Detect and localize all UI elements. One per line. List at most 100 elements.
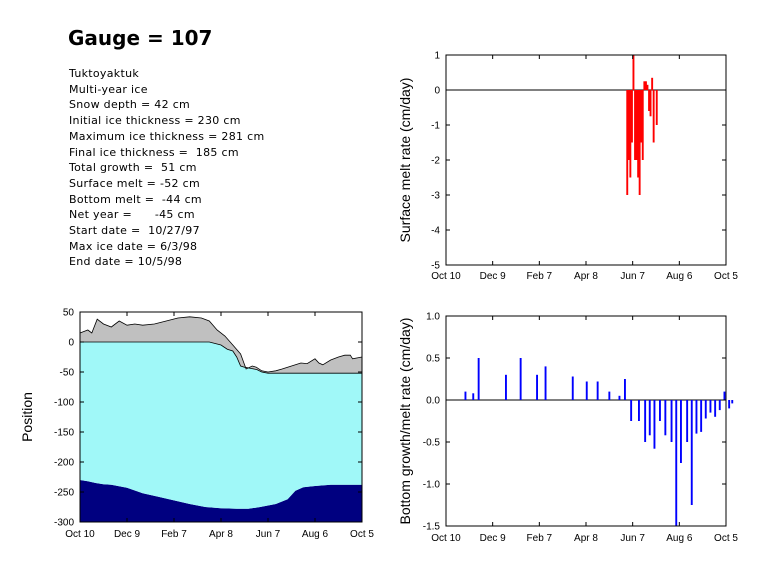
info-panel: Tuktoyaktuk Multi-year ice Snow depth = 42… bbox=[69, 66, 265, 270]
info-line: Max ice date = 6/3/98 bbox=[69, 239, 198, 253]
x-tick-label: Jun 7 bbox=[256, 529, 281, 540]
x-tick-label: Dec 9 bbox=[480, 271, 507, 282]
bar bbox=[664, 400, 667, 436]
bar bbox=[641, 90, 644, 160]
x-tick-label: Dec 9 bbox=[114, 529, 141, 540]
x-tick-label: Dec 9 bbox=[480, 533, 507, 544]
x-tick-label: Apr 8 bbox=[574, 271, 598, 282]
x-tick-label: Oct 10 bbox=[65, 529, 95, 540]
bar bbox=[646, 84, 649, 91]
bar bbox=[649, 90, 652, 117]
y-axis-label: Surface melt rate (cm/day) bbox=[397, 78, 413, 243]
x-tick-label: Feb 7 bbox=[527, 271, 553, 282]
x-tick-label: Feb 7 bbox=[161, 529, 187, 540]
y-tick-label: 1.0 bbox=[426, 312, 440, 323]
bar bbox=[723, 391, 726, 400]
bar bbox=[472, 393, 475, 400]
y-tick-label: -300 bbox=[54, 518, 74, 529]
bar bbox=[728, 400, 731, 409]
bar bbox=[655, 90, 658, 125]
info-line: Initial ice thickness = 230 cm bbox=[69, 114, 241, 128]
x-tick-label: Oct 5 bbox=[350, 529, 374, 540]
x-tick-label: Oct 5 bbox=[714, 533, 738, 544]
bar bbox=[718, 400, 721, 411]
x-tick-label: Aug 6 bbox=[666, 271, 693, 282]
bar bbox=[627, 90, 630, 160]
bar bbox=[640, 90, 643, 143]
y-tick-label: -250 bbox=[54, 488, 74, 499]
bar bbox=[631, 90, 633, 143]
y-tick-label: -1 bbox=[431, 121, 440, 132]
x-tick-label: Oct 10 bbox=[431, 271, 461, 282]
bar bbox=[686, 400, 689, 442]
bar bbox=[596, 381, 599, 400]
bar bbox=[704, 400, 707, 419]
bar bbox=[544, 366, 547, 400]
info-line: Surface melt = -52 cm bbox=[69, 176, 200, 190]
y-tick-label: -2 bbox=[431, 156, 440, 167]
bar bbox=[653, 400, 656, 449]
bar bbox=[680, 400, 682, 463]
info-line: Maximum ice thickness = 281 cm bbox=[69, 129, 265, 143]
x-tick-label: Feb 7 bbox=[527, 533, 553, 544]
bar bbox=[626, 90, 629, 195]
bar bbox=[635, 90, 638, 160]
x-tick-label: Jun 7 bbox=[620, 533, 645, 544]
snow-line bbox=[79, 316, 363, 373]
x-tick-label: Apr 8 bbox=[209, 529, 233, 540]
ice-area bbox=[80, 342, 362, 509]
bar bbox=[638, 400, 640, 421]
bar bbox=[519, 358, 522, 400]
bar bbox=[571, 376, 574, 400]
y-tick-label: 0 bbox=[68, 338, 74, 349]
bar bbox=[645, 81, 647, 91]
bar bbox=[634, 90, 636, 160]
y-tick-label: -150 bbox=[54, 428, 74, 439]
info-line: Final ice thickness = 185 cm bbox=[69, 145, 239, 159]
bar bbox=[709, 400, 712, 413]
y-tick-label: -1.5 bbox=[423, 522, 441, 533]
water-area bbox=[80, 480, 362, 522]
y-tick-label: -3 bbox=[431, 191, 440, 202]
info-line: Multi-year ice bbox=[69, 82, 148, 96]
bar bbox=[618, 395, 621, 400]
x-tick-label: Apr 8 bbox=[574, 533, 598, 544]
info-line: Bottom melt = -44 cm bbox=[69, 192, 202, 206]
y-tick-label: 0.0 bbox=[426, 396, 440, 407]
bar bbox=[651, 77, 654, 91]
bar bbox=[670, 400, 673, 442]
x-tick-label: Aug 6 bbox=[302, 529, 329, 540]
bar bbox=[643, 81, 646, 91]
bar bbox=[731, 400, 734, 404]
y-axis-label: Position bbox=[19, 392, 35, 442]
bar bbox=[536, 374, 538, 400]
bar bbox=[638, 90, 641, 195]
bar bbox=[652, 90, 655, 143]
info-line: Start date = 10/27/97 bbox=[69, 224, 200, 238]
y-tick-label: -1.0 bbox=[423, 480, 441, 491]
y-tick-label: -50 bbox=[60, 368, 75, 379]
y-tick-label: -100 bbox=[54, 398, 74, 409]
y-tick-label: 0.5 bbox=[426, 354, 440, 365]
y-axis-label: Bottom growth/melt rate (cm/day) bbox=[397, 318, 413, 525]
bar bbox=[505, 374, 507, 400]
x-tick-label: Jun 7 bbox=[620, 271, 645, 282]
bar bbox=[695, 400, 698, 434]
x-tick-label: Oct 5 bbox=[714, 271, 738, 282]
y-tick-label: 0 bbox=[434, 86, 440, 97]
info-line: Snow depth = 42 cm bbox=[69, 98, 191, 112]
bar bbox=[714, 400, 717, 417]
info-line: Tuktoyaktuk bbox=[69, 67, 140, 80]
x-tick-label: Aug 6 bbox=[666, 533, 693, 544]
bar bbox=[690, 400, 693, 505]
y-tick-label: 1 bbox=[434, 51, 440, 62]
y-tick-label: -200 bbox=[54, 458, 74, 469]
bar bbox=[585, 381, 588, 400]
bar bbox=[637, 90, 640, 178]
bar bbox=[624, 379, 626, 400]
bar bbox=[464, 391, 467, 400]
bar bbox=[700, 400, 703, 432]
y-tick-label: -5 bbox=[431, 261, 440, 272]
ice-surface-line bbox=[80, 341, 362, 374]
